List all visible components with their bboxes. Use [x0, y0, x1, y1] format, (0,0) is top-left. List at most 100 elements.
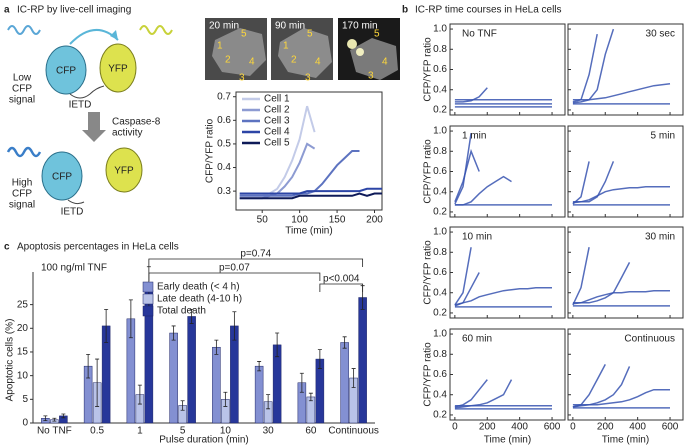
y-tick-label: 0.2: [433, 105, 447, 116]
y-tick-label: 0.6: [433, 166, 447, 177]
trace: [454, 247, 472, 306]
bar: [358, 297, 367, 424]
signal-label: High: [12, 178, 33, 189]
trace: [454, 87, 488, 103]
x-tick-label: 0: [570, 422, 576, 433]
cfp-label: CFP: [56, 66, 76, 77]
x-tick-label: 0: [452, 422, 458, 433]
cell-number: 1: [283, 41, 289, 52]
image-time: 20 min: [209, 21, 239, 32]
linker: [69, 85, 105, 99]
signal-label: Low: [13, 73, 32, 84]
error-bar: [43, 415, 48, 422]
signal-label: CFP: [12, 84, 32, 95]
legend-swatch: [142, 281, 154, 293]
bar: [340, 342, 349, 424]
cfp-emission: [7, 25, 41, 35]
cell-number: 3: [305, 73, 311, 84]
error-bar: [86, 353, 91, 379]
legend-label: Cell 2: [264, 105, 290, 116]
trace: [454, 379, 488, 408]
line-series: [239, 187, 382, 195]
trace: [572, 161, 615, 203]
cfp-label: CFP: [52, 172, 72, 183]
x-tick-label: 400: [511, 422, 528, 433]
legend-label: Cell 3: [264, 116, 290, 127]
x-tick-label: 60: [305, 426, 317, 437]
significance-bracket: [148, 272, 321, 281]
y-tick-label: 0.8: [433, 349, 447, 360]
y-axis-label: CFP/YFP ratio: [423, 240, 434, 305]
cell-region: [212, 28, 266, 76]
trace: [454, 379, 513, 409]
x-tick-label: 1: [137, 426, 143, 437]
trace: [572, 366, 631, 408]
image-time: 170 min: [342, 21, 378, 32]
panel-tag: 30 sec: [646, 29, 675, 40]
bar: [212, 346, 221, 424]
cell-number: 4: [249, 57, 255, 68]
y-tick-label: 1.0: [433, 227, 447, 238]
panel-tag: 10 min: [462, 232, 492, 243]
yfp-label: YFP: [108, 64, 128, 75]
y-tick-label: 10: [17, 370, 29, 381]
panel-tag: 60 min: [462, 334, 492, 345]
error-bar: [317, 349, 322, 369]
y-tick-label: 0.5: [217, 139, 231, 150]
line-series: [239, 150, 360, 197]
y-tick-label: 0.4: [433, 389, 447, 400]
x-axis-label: Time (min): [285, 226, 332, 237]
fret-arrowhead: [110, 30, 118, 40]
error-bar: [266, 394, 271, 410]
cfp-emission-high: [6, 146, 42, 158]
trace: [572, 28, 615, 104]
legend-swatch: [142, 293, 154, 305]
legend-label: Early death (< 4 h): [157, 282, 240, 293]
y-tick-label: 25: [17, 299, 29, 310]
panel-title: IC-RP by live-cell imaging: [17, 5, 131, 16]
error-bar: [308, 392, 313, 402]
y-tick-label: 0.4: [433, 186, 447, 197]
legend-swatch: [142, 305, 154, 317]
y-tick-label: 0: [22, 418, 28, 429]
significance-bracket: [148, 258, 364, 267]
error-bar: [232, 311, 237, 341]
error-bar: [52, 417, 57, 422]
y-axis-label: CFP/YFP ratio: [423, 342, 434, 407]
cell-number: 4: [315, 57, 321, 68]
error-bar: [128, 299, 133, 339]
trace: [572, 289, 670, 305]
cfp-protein: [45, 45, 87, 95]
panel-label: b: [402, 5, 408, 16]
error-bar: [137, 384, 142, 405]
error-bar: [61, 413, 66, 419]
line-series: [239, 142, 316, 200]
image-time: 90 min: [275, 21, 305, 32]
trace: [572, 82, 671, 101]
dying-cell: [347, 39, 357, 49]
bar: [187, 316, 196, 424]
x-tick-label: 200: [597, 422, 614, 433]
y-tick-label: 0.4: [433, 84, 447, 95]
cell-number: 2: [291, 55, 297, 66]
trace: [572, 388, 670, 406]
cell-number: 3: [368, 71, 374, 82]
error-bar: [214, 339, 219, 355]
y-tick-label: 0.4: [217, 162, 231, 173]
bar: [169, 332, 178, 424]
legend-label: Late death (4-10 h): [157, 294, 242, 305]
p-value: p=0.74: [240, 249, 271, 260]
y-tick-label: 0.6: [217, 115, 231, 126]
error-bar: [189, 308, 194, 324]
trace: [572, 247, 590, 306]
y-tick-label: 0.2: [433, 308, 447, 319]
cell-number: 1: [217, 41, 223, 52]
trace: [572, 185, 670, 204]
signal-label: CFP: [12, 189, 32, 200]
cell-region: [350, 38, 398, 80]
y-tick-label: 0.8: [433, 44, 447, 55]
x-axis-label: Pulse duration (min): [159, 435, 248, 446]
y-tick-label: 15: [17, 347, 29, 358]
x-tick-label: 5: [180, 426, 186, 437]
panel-title: IC-RP time courses in HeLa cells: [415, 5, 562, 16]
